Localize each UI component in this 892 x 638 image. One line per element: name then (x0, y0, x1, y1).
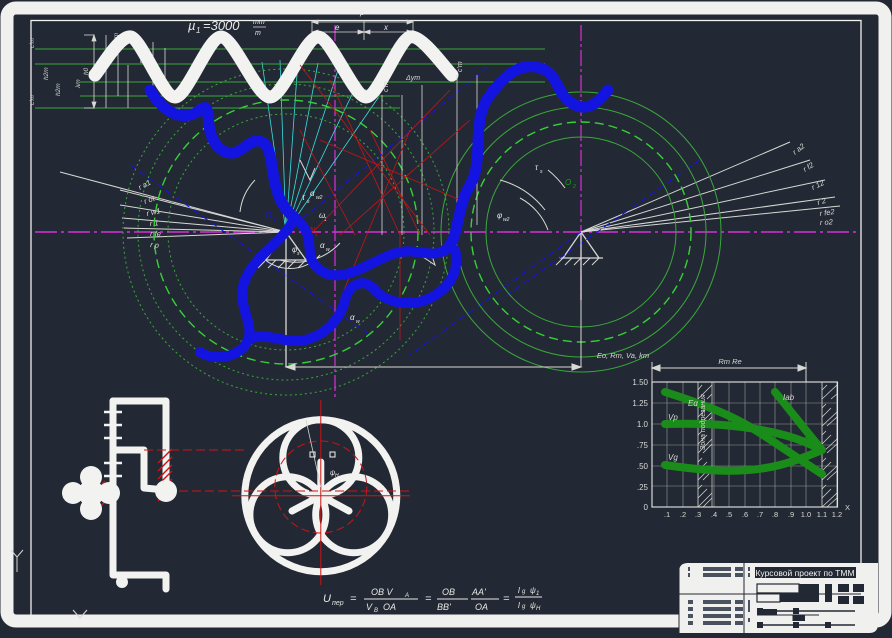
svg-text:Eα: Eα (688, 399, 698, 408)
svg-text:Δym: Δym (405, 75, 420, 82)
svg-text:1.0: 1.0 (801, 510, 811, 519)
svg-text:A: A (404, 593, 409, 599)
svg-text:h2m: h2m (55, 83, 62, 96)
svg-text:r p: r p (150, 240, 160, 250)
svg-text:1.2: 1.2 (832, 510, 842, 519)
svg-text:Rm Re: Rm Re (718, 357, 741, 366)
svg-text:BB': BB' (437, 602, 451, 612)
svg-text:O: O (565, 178, 571, 187)
svg-text:α: α (320, 241, 325, 250)
svg-text:w2: w2 (503, 217, 510, 223)
svg-text:µ: µ (188, 18, 196, 33)
svg-text:.9: .9 (788, 510, 794, 519)
svg-text:.1: .1 (664, 510, 670, 519)
svg-text:.8: .8 (772, 510, 778, 519)
svg-text:p: p (359, 8, 365, 17)
svg-text:X: X (845, 503, 850, 512)
svg-text:1.25: 1.25 (632, 399, 648, 408)
svg-text:1: 1 (273, 217, 276, 223)
svg-text:.7: .7 (757, 510, 763, 519)
svg-text:V: V (366, 602, 373, 612)
svg-text:U: U (323, 593, 331, 605)
svg-text:H: H (536, 606, 541, 612)
svg-text:H: H (335, 473, 339, 479)
svg-text:OA: OA (475, 602, 488, 612)
svg-text:w: w (356, 319, 360, 325)
svg-text:.4: .4 (711, 510, 717, 519)
svg-text:w2: w2 (316, 195, 323, 201)
svg-text:c'm: c'm (383, 81, 390, 92)
svg-text:r o2: r o2 (820, 217, 834, 227)
svg-text:OA: OA (383, 602, 396, 612)
svg-text:m: m (255, 30, 261, 37)
svg-text:O: O (265, 210, 272, 220)
svg-text:=: = (503, 593, 510, 605)
svg-text:l: l (518, 601, 520, 610)
svg-text:c'm: c'm (29, 95, 36, 105)
svg-text:.5: .5 (726, 510, 732, 519)
svg-text:h2m: h2m (43, 67, 50, 80)
svg-text:0: 0 (644, 503, 649, 512)
svg-text:=: = (350, 593, 357, 605)
svg-text:r 1: r 1 (149, 218, 159, 228)
svg-text:1: 1 (536, 591, 539, 597)
svg-text:.50: .50 (637, 462, 649, 471)
svg-text:l: l (518, 586, 520, 595)
svg-text:λm: λm (75, 79, 82, 89)
svg-text:=: = (425, 593, 432, 605)
svg-text:1: 1 (196, 26, 200, 35)
svg-text:пер: пер (332, 600, 344, 607)
svg-text:Vg: Vg (668, 453, 678, 462)
svg-text:w: w (326, 247, 330, 253)
svg-text:1.0: 1.0 (637, 420, 649, 429)
svg-text:c'm: c'm (457, 61, 464, 72)
svg-text:r fe: r fe (150, 229, 161, 238)
svg-text:.3: .3 (695, 510, 701, 519)
svg-text:AA': AA' (471, 587, 486, 597)
svg-text:1: 1 (315, 232, 318, 238)
svg-text:OB: OB (442, 587, 455, 597)
svg-text:.75: .75 (637, 441, 649, 450)
svg-text:.25: .25 (637, 483, 649, 492)
svg-text:α: α (350, 313, 355, 322)
svg-text:.2: .2 (680, 510, 686, 519)
svg-text:α: α (310, 189, 315, 198)
svg-text:Зона подрезания: Зона подрезания (699, 394, 707, 450)
svg-text:e: e (335, 23, 340, 32)
svg-text:c'm: c'm (29, 38, 36, 48)
svg-text:2: 2 (572, 184, 576, 190)
svg-text:mm: mm (253, 19, 265, 26)
svg-text:1.1: 1.1 (817, 510, 827, 519)
svg-text:φ: φ (497, 211, 502, 220)
svg-text:Vp: Vp (668, 413, 678, 422)
svg-text:Курсовой проект по ТММ: Курсовой проект по ТММ (755, 568, 854, 578)
svg-text:OB V: OB V (371, 587, 394, 597)
svg-text:.6: .6 (742, 510, 748, 519)
svg-text:Iab: Iab (783, 393, 795, 402)
svg-text:Eo, Rm, Va, km: Eo, Rm, Va, km (597, 351, 649, 360)
svg-text:B: B (374, 608, 378, 614)
svg-text:1.50: 1.50 (632, 378, 648, 387)
